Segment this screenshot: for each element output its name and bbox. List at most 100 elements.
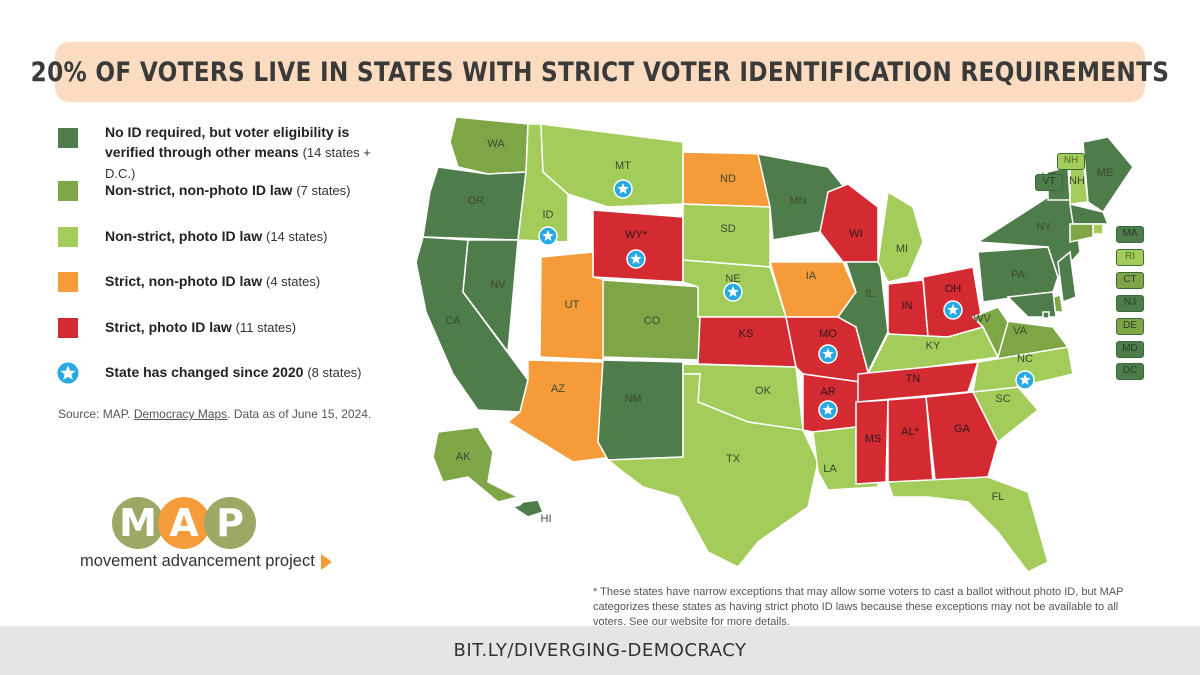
state-wv[interactable] bbox=[971, 306, 1009, 360]
state-ct[interactable] bbox=[1069, 223, 1094, 243]
state-ks[interactable] bbox=[697, 316, 797, 368]
state-tx[interactable] bbox=[605, 373, 819, 568]
state-label-az: AZ bbox=[551, 383, 565, 395]
callout-vt[interactable]: VT bbox=[1035, 174, 1063, 191]
callout-de[interactable]: DE bbox=[1116, 318, 1144, 335]
changed-star-icon bbox=[538, 226, 558, 246]
state-label-in: IN bbox=[902, 300, 913, 312]
state-label-id: ID bbox=[543, 209, 554, 221]
state-label-il: IL bbox=[865, 288, 874, 300]
state-label-nm: NM bbox=[624, 393, 641, 405]
source-note: Source: MAP. Democracy Maps. Data as of … bbox=[58, 407, 371, 421]
state-label-al: AL* bbox=[901, 426, 919, 438]
state-label-ne: NE bbox=[725, 273, 740, 285]
state-fl[interactable] bbox=[886, 476, 1049, 573]
state-ms[interactable] bbox=[855, 399, 889, 485]
state-al[interactable] bbox=[887, 396, 934, 483]
state-label-ga: GA bbox=[954, 423, 971, 435]
state-label-hi: HI bbox=[541, 513, 552, 525]
state-label-nv: NV bbox=[490, 279, 506, 291]
state-mi[interactable] bbox=[877, 190, 924, 283]
legend-swatch bbox=[58, 272, 78, 292]
state-label-co: CO bbox=[644, 315, 661, 327]
state-label-mo: MO bbox=[819, 328, 837, 340]
page-title: 20% OF VOTERS LIVE IN STATES WITH STRICT… bbox=[30, 56, 1170, 88]
legend-label: State has changed since 2020 bbox=[105, 364, 304, 380]
us-map-svg: WA OR CA NV ID MT WY* UT AZ CO NM ND SD NE KS OK TX MN IA M… bbox=[415, 116, 1134, 573]
state-label-ks: KS bbox=[739, 328, 754, 340]
callout-md[interactable]: MD bbox=[1116, 341, 1144, 358]
state-label-ak: AK bbox=[456, 451, 471, 463]
state-label-nh: NH bbox=[1069, 175, 1085, 187]
state-label-tx: TX bbox=[726, 453, 741, 465]
callout-dc[interactable]: DC bbox=[1116, 363, 1144, 380]
legend-label: No ID required, but voter eligibility is… bbox=[105, 124, 350, 160]
state-mt[interactable] bbox=[540, 123, 684, 208]
state-me[interactable] bbox=[1082, 136, 1134, 214]
callout-nj[interactable]: NJ bbox=[1116, 295, 1144, 312]
logo-letter-a: A bbox=[158, 497, 210, 549]
callout-ri[interactable]: RI bbox=[1116, 249, 1144, 266]
state-label-ky: KY bbox=[926, 340, 941, 352]
state-label-ms: MS bbox=[865, 433, 882, 445]
state-sd[interactable] bbox=[682, 203, 771, 268]
state-ri[interactable] bbox=[1092, 223, 1104, 235]
footnote: * These states have narrow exceptions th… bbox=[593, 586, 1124, 628]
legend-swatch bbox=[58, 318, 78, 338]
state-label-sd: SD bbox=[720, 223, 735, 235]
source-link[interactable]: Democracy Maps bbox=[133, 407, 228, 421]
logo-letter-p: P bbox=[204, 497, 256, 549]
source-suffix: . Data as of June 15, 2024. bbox=[227, 407, 372, 421]
state-ga[interactable] bbox=[925, 391, 999, 481]
state-label-fl: FL bbox=[992, 491, 1005, 503]
legend-note: (8 states) bbox=[307, 365, 362, 380]
logo-tagline: movement advancement project bbox=[80, 552, 315, 570]
state-label-oh: OH bbox=[945, 283, 962, 295]
state-label-tn: TN bbox=[906, 373, 921, 385]
state-label-ar: AR bbox=[820, 386, 835, 398]
state-label-wv: WV bbox=[973, 313, 991, 325]
state-label-ca: CA bbox=[445, 315, 461, 327]
state-nm[interactable] bbox=[597, 359, 684, 461]
state-label-wa: WA bbox=[487, 138, 505, 150]
logo-letter-m: M bbox=[112, 497, 164, 549]
state-nv[interactable] bbox=[462, 239, 519, 355]
legend-note: (14 states + D.C.) bbox=[105, 145, 371, 181]
changed-star-icon bbox=[818, 400, 838, 420]
legend-note: (4 states) bbox=[266, 274, 321, 289]
legend-label: Non-strict, non-photo ID law bbox=[105, 182, 293, 198]
state-label-nc: NC bbox=[1017, 353, 1033, 365]
state-label-me: ME bbox=[1097, 167, 1114, 179]
callout-ct[interactable]: CT bbox=[1116, 272, 1144, 289]
map-logo[interactable]: M A P movement advancement project bbox=[80, 497, 340, 577]
state-hi[interactable] bbox=[511, 499, 545, 518]
state-wi[interactable] bbox=[819, 183, 879, 263]
legend-label: Strict, photo ID law bbox=[105, 319, 232, 335]
us-map: WA OR CA NV ID MT WY* UT AZ CO NM ND SD NE KS OK TX MN IA M… bbox=[408, 112, 1178, 582]
legend-note: (11 states) bbox=[235, 320, 297, 335]
play-arrow-icon bbox=[320, 553, 332, 570]
callout-nh[interactable]: NH bbox=[1057, 153, 1085, 170]
state-md[interactable] bbox=[1006, 291, 1057, 318]
star-icon bbox=[56, 361, 80, 385]
state-ak[interactable] bbox=[432, 426, 521, 503]
state-ma[interactable] bbox=[1069, 203, 1110, 225]
state-tn[interactable] bbox=[857, 361, 980, 403]
state-label-va: VA bbox=[1013, 325, 1028, 337]
state-nj[interactable] bbox=[1057, 250, 1077, 304]
footer-link[interactable]: BIT.LY/DIVERGING-DEMOCRACY bbox=[453, 640, 747, 661]
legend-label: Strict, non-photo ID law bbox=[105, 273, 263, 289]
source-prefix: Source: MAP. bbox=[58, 407, 131, 421]
state-wy[interactable] bbox=[592, 209, 684, 283]
legend-swatch bbox=[58, 227, 78, 247]
state-label-pa: PA bbox=[1011, 269, 1026, 281]
state-label-or: OR bbox=[468, 195, 485, 207]
state-pa[interactable] bbox=[977, 246, 1059, 303]
changed-star-icon bbox=[613, 179, 633, 199]
changed-star-icon bbox=[626, 249, 646, 269]
callout-ma[interactable]: MA bbox=[1116, 226, 1144, 243]
state-il[interactable] bbox=[836, 261, 889, 375]
state-dc[interactable] bbox=[1042, 311, 1050, 319]
legend-note: (7 states) bbox=[296, 183, 351, 198]
legend-label: Non-strict, photo ID law bbox=[105, 228, 263, 244]
